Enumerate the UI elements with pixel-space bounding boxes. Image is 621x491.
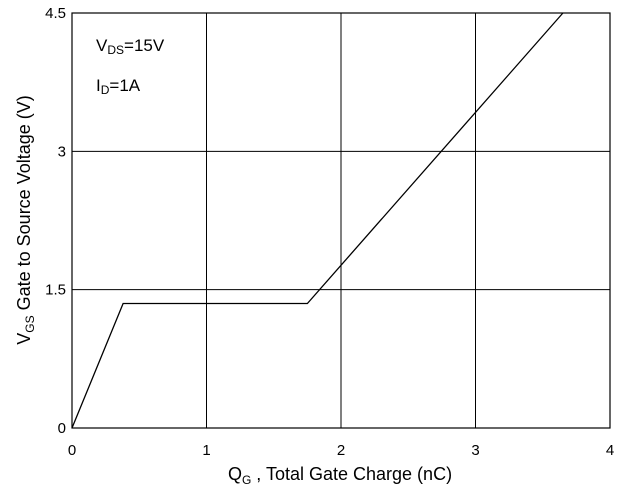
x-axis-label: QG , Total Gate Charge (nC) <box>228 464 452 487</box>
y-tick-label: 1.5 <box>45 282 66 299</box>
x-tick-label: 2 <box>337 442 345 459</box>
series-line <box>71 12 564 429</box>
y-axis-label: VGS Gate to Source Voltage (V) <box>14 95 37 344</box>
annotation-vds-main: V <box>96 36 108 55</box>
annotation-vds-rest: =15V <box>124 36 165 55</box>
x-axis-label-rest: , Total Gate Charge (nC) <box>251 464 452 484</box>
x-axis-label-sub: G <box>242 473 251 487</box>
y-axis-label-rest: Gate to Source Voltage (V) <box>14 95 34 315</box>
annotation-id-sub: D <box>101 83 110 97</box>
y-tick-label: 0 <box>58 420 66 437</box>
annotation-id: ID=1A <box>96 76 141 97</box>
x-tick-labels: 0 1 2 3 4 <box>68 442 614 459</box>
y-tick-labels: 0 1.5 3 4.5 <box>45 5 66 437</box>
x-tick-label: 1 <box>202 442 210 459</box>
y-axis-label-sub: GS <box>23 315 37 332</box>
series <box>71 12 564 429</box>
annotation-id-rest: =1A <box>109 76 140 95</box>
annotation-vds: VDS=15V <box>96 36 165 57</box>
y-tick-label: 3 <box>58 143 66 160</box>
y-axis-label-main: V <box>14 333 34 345</box>
x-tick-label: 0 <box>68 442 76 459</box>
y-tick-label: 4.5 <box>45 5 66 22</box>
grid <box>72 13 610 428</box>
x-axis-label-main: Q <box>228 464 242 484</box>
annotation-vds-sub: DS <box>107 43 124 57</box>
x-tick-label: 3 <box>471 442 479 459</box>
x-tick-label: 4 <box>606 442 614 459</box>
plot-frame <box>71 12 611 429</box>
annotation-id-main: I <box>96 76 101 95</box>
